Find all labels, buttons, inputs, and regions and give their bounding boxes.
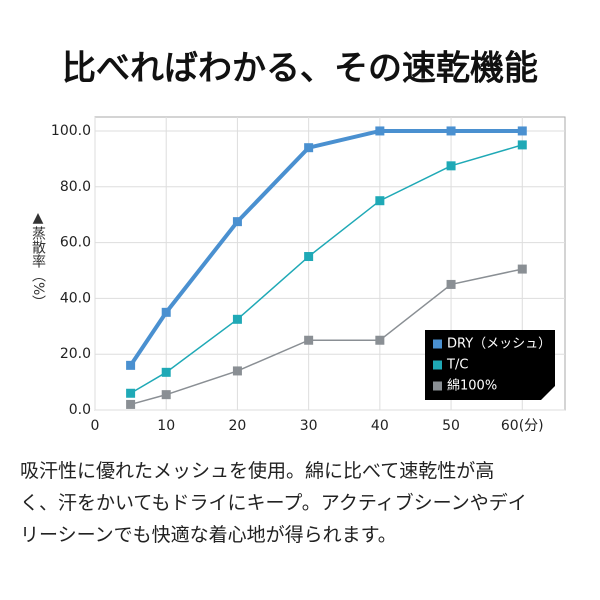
y-tick-label: 100.0 [51,123,91,139]
description-line: く、汗をかいてもドライにキープ。アクティブシーンやデイ [20,492,527,514]
description-line: 吸汗性に優れたメッシュを使用。綿に比べて速乾性が高 [20,460,495,482]
data-point [517,264,527,274]
legend-label: T/C [446,358,468,373]
data-point [375,335,385,345]
y-tick-label: 20.0 [60,346,91,362]
y-axis-label: ▲蒸散率（%） [30,210,46,309]
description: 吸汗性に優れたメッシュを使用。綿に比べて速乾性が高 く、汗をかいてもドライにキー… [20,455,585,551]
data-point [161,367,171,377]
chart-title: 比べればわかる、その速乾機能 [62,49,538,89]
data-point [161,307,171,317]
y-tick-label: 60.0 [60,235,91,251]
legend-box [425,330,555,400]
y-tick-label: 80.0 [60,179,91,195]
data-point [517,126,527,136]
data-point [446,161,456,171]
data-point [126,399,136,409]
legend-swatch [433,381,442,391]
data-point [126,388,136,398]
data-point [304,335,314,345]
x-tick-label: 0 [91,418,100,434]
y-tick-label: 0.0 [69,402,91,418]
data-point [232,314,242,324]
data-point [375,196,385,206]
data-point [304,143,314,153]
data-point [304,252,314,262]
legend-swatch [433,360,442,370]
y-tick-label: 40.0 [60,290,91,306]
data-point [517,140,527,150]
data-point [446,126,456,136]
data-point [446,279,456,289]
x-tick-label: 10 [157,418,175,434]
data-point [126,360,136,370]
data-point [375,126,385,136]
data-point [232,217,242,227]
data-point [232,366,242,376]
legend-label: 綿100% [447,379,497,394]
x-tick-label: 20 [229,418,247,434]
legend-label: DRY（メッシュ） [447,337,551,352]
x-tick-label: 30 [300,418,318,434]
legend-swatch [433,339,442,349]
x-tick-label: 60(分) [501,418,544,434]
data-point [161,390,171,400]
chart: 比べればわかる、その速乾機能 ▲蒸散率（%） 0.0 20.0 40.0 60.0 80… [30,49,566,434]
x-tick-label: 40 [371,418,389,434]
x-tick-label: 50 [442,418,460,434]
description-line: リーシーンでも快適な着心地が得られます。 [20,524,397,546]
